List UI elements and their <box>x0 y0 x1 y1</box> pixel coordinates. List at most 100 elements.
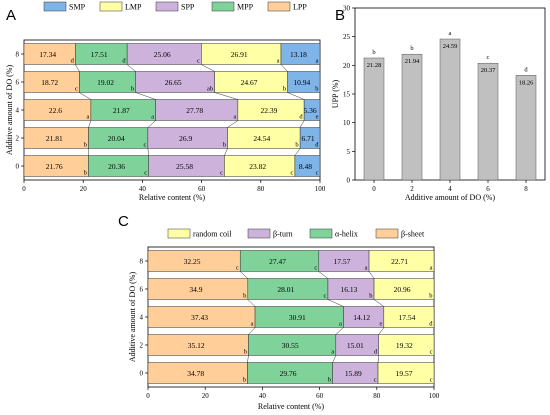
panel-b-x-tick-label: 2 <box>410 185 414 193</box>
panel-a-sig-letter-LPP-6: c <box>75 86 78 93</box>
panel-c-value-label-random_coil-6: 20.96 <box>394 285 411 294</box>
panel-c-legend-label-beta_turn: β-turn <box>273 230 293 239</box>
panel-c-sig-letter-random_coil-6: b <box>429 293 432 300</box>
panel-a-value-label-SPP-2: 26.9 <box>179 134 192 143</box>
panel-c-axes: 0 20 40 60 80 100 0 2 4 6 8 <box>140 258 440 401</box>
panel-a-value-label-LPP-2: 21.81 <box>46 134 63 143</box>
panel-a-x-axis-title: Relative content (%) <box>139 193 206 202</box>
panel-c-sig-letter-beta_sheet-4: a <box>251 321 254 328</box>
panel-c-value-label-beta_sheet-0: 34.78 <box>187 369 204 378</box>
panel-c-connector-line <box>332 355 337 363</box>
panel-a-connector-line <box>147 148 149 156</box>
panel-a-x-tick-label: 60 <box>198 185 206 193</box>
panel-b-bar-0 <box>363 57 385 181</box>
panel-c-value-label-random_coil-0: 19.57 <box>396 369 413 378</box>
panel-a-axes: 0 20 40 60 80 100 0 2 4 6 8 <box>16 51 326 194</box>
panel-b-value-label-2: 21.94 <box>405 58 420 65</box>
panel-b-bar-6 <box>477 62 499 181</box>
panel-c-x-axis-title: Relative content (%) <box>258 402 325 411</box>
panel-a-sig-letter-SPP-2: b <box>223 142 226 149</box>
panel-b-x-tick-label: 8 <box>524 185 528 193</box>
panel-c-value-label-beta_sheet-2: 35.12 <box>188 341 205 350</box>
panel-c-legend-swatch-beta_sheet <box>375 228 399 239</box>
panel-a-sig-letter-SPP-8: c <box>197 58 200 65</box>
panel-b-value-label-6: 20.37 <box>481 67 496 74</box>
panel-c-value-label-alpha_helix-0: 29.76 <box>280 369 297 378</box>
panel-b-value-label-4: 24.59 <box>443 43 458 50</box>
panel-c-bar-random_coil-8 <box>368 250 435 272</box>
panel-a-connector-line <box>224 148 228 156</box>
panel-a-value-label-LPP-0: 21.76 <box>46 162 63 171</box>
panel-a-y-axis-title: Additive amount of DO (%) <box>5 65 14 156</box>
panel-a-sig-letter-LMP-6: b <box>283 86 286 93</box>
panel-b-value-label-0: 21.28 <box>367 62 382 69</box>
panel-c-sig-letter-alpha_helix-2: a <box>331 349 334 356</box>
panel-c-sig-letter-beta_turn-0: c <box>374 377 377 384</box>
panel-a-connector-line <box>88 120 92 128</box>
panel-a-connector-line <box>214 92 238 100</box>
panel-b-sig-letter-4: a <box>449 30 452 37</box>
panel-c-value-label-random_coil-2: 19.32 <box>396 341 413 350</box>
panel-c-legend-swatch-alpha_helix <box>309 228 333 239</box>
panel-a-sig-letter-SPP-6: ab <box>207 86 213 93</box>
panel-a-legend-label-SPP: SPP <box>181 3 195 12</box>
panel-a-value-label-MPP-2: 20.04 <box>108 134 125 143</box>
panel-a-bar-SMP-4 <box>303 99 321 121</box>
panel-b-x-tick-label: 6 <box>486 185 490 193</box>
panel-c-x-tick-label: 60 <box>316 392 324 400</box>
panel-a-legend: SMP LMP SPP MPP LPP <box>43 1 307 12</box>
panel-a-sig-letter-LMP-2: b <box>295 142 298 149</box>
panel-a-x-tick-label: 0 <box>22 185 26 193</box>
panel-c-sig-letter-beta_turn-4: e <box>379 321 382 328</box>
panel-a-connector-line <box>75 64 80 72</box>
panel-c-value-label-alpha_helix-6: 28.01 <box>277 285 294 294</box>
panel-a-bar-SMP-6 <box>287 71 321 93</box>
panel-a-bars: 21.76 b 20.36 c 25.58 c 23.82 c 8.48 c 21.81 b 20.04… <box>23 43 321 177</box>
panel-c-x-tick-label: 0 <box>146 392 150 400</box>
panel-c-connector-line <box>368 271 375 279</box>
panel-b-sig-letter-0: b <box>372 49 375 56</box>
panel-a-value-label-SMP-0: 8.48 <box>299 162 312 171</box>
panel-c-sig-letter-random_coil-2: c <box>430 349 433 356</box>
panel-c-value-label-alpha_helix-2: 30.55 <box>282 341 299 350</box>
panel-a-sig-letter-LMP-8: a <box>277 58 280 65</box>
panel-a-y-tick-label: 6 <box>16 79 20 87</box>
panel-a-sig-letter-LMP-4: d <box>299 114 303 121</box>
panel-b-y-tick-label: 20 <box>343 62 351 70</box>
panel-b-y-axis-title: UPP (%) <box>331 79 340 108</box>
panel-a-legend-label-MPP: MPP <box>237 3 254 12</box>
panel-c-connector-line <box>318 271 329 279</box>
panel-c-sig-letter-beta_turn-6: b <box>369 293 372 300</box>
panel-a-legend-swatch-SMP <box>43 1 67 12</box>
panel-a-legend-swatch-LMP <box>99 1 123 12</box>
panel-c-legend: random coil β-turn α-helix β-sheet <box>167 228 425 239</box>
panel-a-letter: A <box>6 7 16 24</box>
panel-c-legend-swatch-beta_turn <box>247 228 271 239</box>
panel-a-sig-letter-SMP-0: c <box>316 170 319 177</box>
panel-a-sig-letter-LPP-2: b <box>84 142 87 149</box>
panel-c-connector-line <box>327 299 344 307</box>
panel-b-letter: B <box>335 7 345 24</box>
panel-c-y-tick-label: 2 <box>140 342 144 350</box>
panel-a-y-tick-label: 4 <box>16 107 20 115</box>
panel-a-value-label-MPP-4: 21.87 <box>113 106 130 115</box>
panel-c-connector-line <box>373 299 384 307</box>
panel-b-y-tick-label: 0 <box>347 177 351 185</box>
panel-c-value-label-beta_sheet-6: 34.9 <box>189 285 202 294</box>
panel-b-y-tick-label: 5 <box>347 148 351 156</box>
panel-a-sig-letter-MPP-0: c <box>144 170 147 177</box>
panel-a-value-label-SMP-4: 5.36 <box>304 106 317 115</box>
panel-c-connector-line <box>248 327 256 335</box>
panel-a-connector-line <box>126 64 136 72</box>
panel-a-value-label-MPP-8: 17.51 <box>91 50 108 59</box>
panel-b-sig-letter-2: b <box>410 45 413 52</box>
panel-b-bar-8 <box>515 75 537 181</box>
panel-c-bars: 34.78 b 29.76 b 15.89 c 19.57 c 35.12 b 30.55 a 15.0… <box>147 250 435 384</box>
panel-c-legend-label-random_coil: random coil <box>193 230 232 239</box>
panel-b-bar-2 <box>401 53 423 181</box>
panel-a-sig-letter-SPP-4: a <box>233 114 236 121</box>
panel-a-sig-letter-LMP-0: c <box>291 170 294 177</box>
panel-c-sig-letter-random_coil-8: a <box>430 265 433 272</box>
panel-a-x-tick-label: 20 <box>80 185 88 193</box>
